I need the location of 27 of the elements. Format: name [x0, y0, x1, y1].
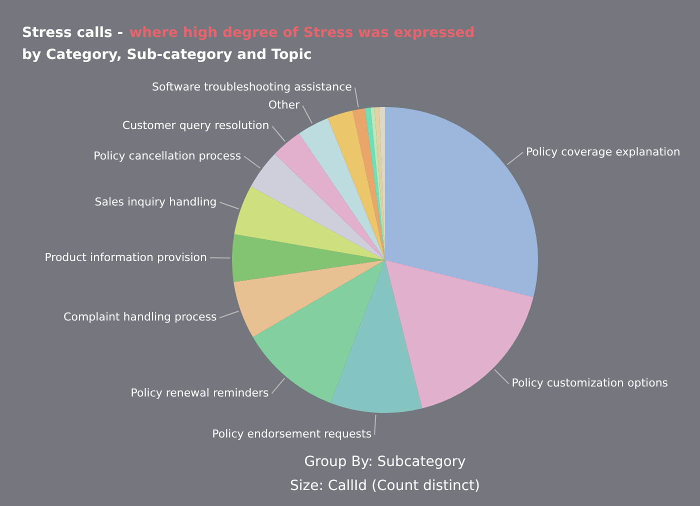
- pie-slice: [232, 234, 385, 282]
- pie-slice: [330, 260, 422, 413]
- slice-label: Policy endorsement requests: [212, 428, 372, 441]
- text: Group By: Subcategory: [304, 454, 466, 470]
- pie-slice: [299, 118, 385, 260]
- slice-label: Policy customization options: [512, 376, 668, 390]
- slice-label: Sales inquiry handling: [94, 195, 217, 208]
- slice-label: Customer query resolution: [122, 119, 270, 132]
- pie-slice: [364, 108, 385, 260]
- slice-label: Policy coverage explanation: [526, 145, 680, 158]
- pie-slice: [234, 186, 385, 260]
- chart-title: Stress calls -: [22, 25, 124, 41]
- pie-slice: [352, 108, 385, 260]
- slice-label: Product information provision: [44, 250, 208, 264]
- pie-slice: [234, 260, 385, 338]
- slice-label: Policy cancellation process: [94, 149, 242, 162]
- pie-slice: [274, 133, 385, 260]
- text: where high degree of Stress was expressed: [129, 25, 475, 41]
- slice-label: Policy renewal reminders: [130, 386, 270, 400]
- slice-label: Software troubleshooting assistance: [152, 80, 352, 94]
- text: Size: CallId (Count distinct): [290, 478, 480, 494]
- chart-subtitle: by Category, Sub-category and Topic: [22, 47, 312, 63]
- slice-label: Other: [268, 98, 300, 112]
- pie-slice: [250, 154, 385, 260]
- pie-slice: [328, 110, 385, 260]
- slice-label: Complaint handling process: [64, 310, 218, 324]
- pie-slice: [370, 107, 385, 260]
